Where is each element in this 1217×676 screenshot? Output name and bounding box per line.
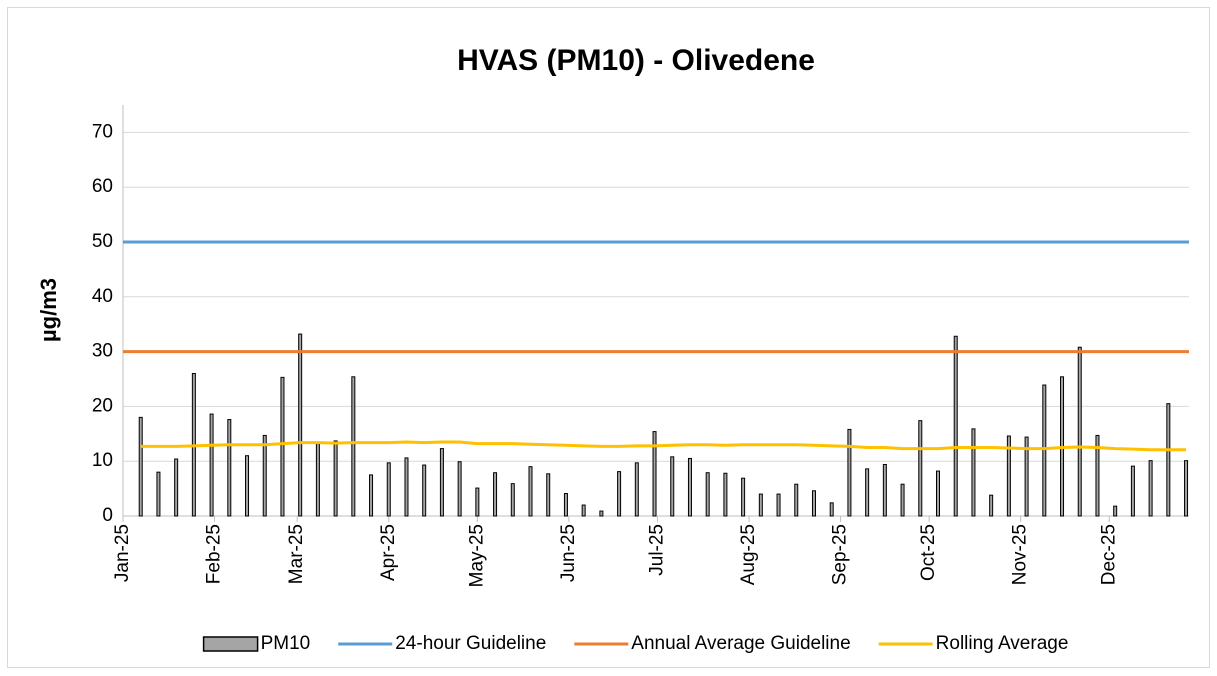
bar: [510, 483, 515, 517]
bar: [1095, 434, 1100, 517]
bar: [634, 462, 639, 517]
x-tick-label: Sep-25: [830, 524, 851, 585]
y-tick-label: 30: [92, 341, 113, 362]
legend-label: Annual Average Guideline: [631, 633, 850, 654]
y-tick-label: 70: [92, 121, 113, 142]
bar: [794, 483, 799, 517]
bar: [758, 493, 763, 517]
bar: [865, 468, 870, 517]
legend-label: PM10: [261, 633, 311, 654]
bar: [1113, 505, 1118, 517]
x-tick-label: Jul-25: [646, 524, 667, 576]
bar: [1006, 435, 1011, 517]
bar: [280, 376, 285, 517]
bar: [262, 434, 267, 517]
y-tick-label: 0: [102, 505, 113, 526]
bar: [1024, 436, 1029, 517]
y-tick-label: 40: [92, 286, 113, 307]
bar: [298, 333, 303, 517]
line: [140, 440, 1187, 452]
bar: [847, 428, 852, 517]
bar: [493, 472, 498, 517]
legend: PM10 24-hour Guideline Annual Average Guid…: [202, 633, 1069, 654]
bar: [404, 457, 409, 517]
bar: [599, 510, 604, 517]
y-tick-label: 10: [92, 450, 113, 471]
bar: [439, 448, 444, 517]
x-tick-label: Feb-25: [204, 524, 225, 584]
bar: [386, 462, 391, 517]
bar: [245, 455, 250, 517]
bar: [1184, 460, 1189, 517]
legend-label: 24-hour Guideline: [395, 633, 546, 654]
bar: [1077, 346, 1082, 517]
bar: [652, 431, 657, 517]
bar: [581, 504, 586, 517]
bar: [475, 487, 480, 517]
bar: [1148, 460, 1153, 517]
bar: [156, 471, 161, 517]
bar: [953, 335, 958, 517]
bar: [333, 440, 338, 517]
x-tick-label: Nov-25: [1010, 524, 1031, 585]
bar: [1042, 384, 1047, 517]
bar: [457, 461, 462, 517]
bar: [209, 413, 214, 517]
bar: [138, 416, 143, 517]
y-axis-label: µg/m3: [36, 278, 61, 342]
x-tick-label: Dec-25: [1098, 524, 1119, 585]
x-tick-label: Oct-25: [918, 524, 939, 581]
bar: [918, 420, 923, 517]
chart-title: HVAS (PM10) - Olivedene: [457, 44, 815, 77]
bar: [617, 471, 622, 517]
bar: [563, 493, 568, 517]
chart-frame: [7, 7, 1210, 668]
x-tick-label: Jan-25: [112, 524, 133, 582]
y-tick-label: 20: [92, 395, 113, 416]
bar: [776, 493, 781, 517]
bar: [422, 464, 427, 517]
bar: [369, 474, 374, 517]
y-tick-label: 50: [92, 231, 113, 252]
bar: [174, 458, 179, 517]
x-tick-label: Mar-25: [286, 524, 307, 584]
bar: [811, 490, 816, 517]
bar: [989, 494, 994, 517]
bar: [705, 472, 710, 517]
bar: [546, 473, 551, 517]
x-tick-label: Aug-25: [738, 524, 759, 585]
x-tick-label: May-25: [466, 524, 487, 587]
legend-swatch: [202, 636, 259, 652]
bar: [227, 419, 232, 517]
bar: [829, 502, 834, 517]
bar: [315, 443, 320, 517]
bar: [723, 472, 728, 517]
bar: [670, 456, 675, 517]
bar: [1166, 403, 1171, 517]
y-tick-label: 60: [92, 176, 113, 197]
bar: [936, 470, 941, 517]
bar: [882, 463, 887, 517]
x-tick-label: Apr-25: [378, 524, 399, 581]
legend-label: Rolling Average: [936, 633, 1069, 654]
bar: [351, 376, 356, 517]
bar: [741, 477, 746, 517]
bar: [900, 483, 905, 517]
bar: [971, 428, 976, 517]
bar: [687, 457, 692, 517]
bar: [528, 466, 533, 517]
bar: [1130, 465, 1135, 517]
x-tick-label: Jun-25: [558, 524, 579, 582]
